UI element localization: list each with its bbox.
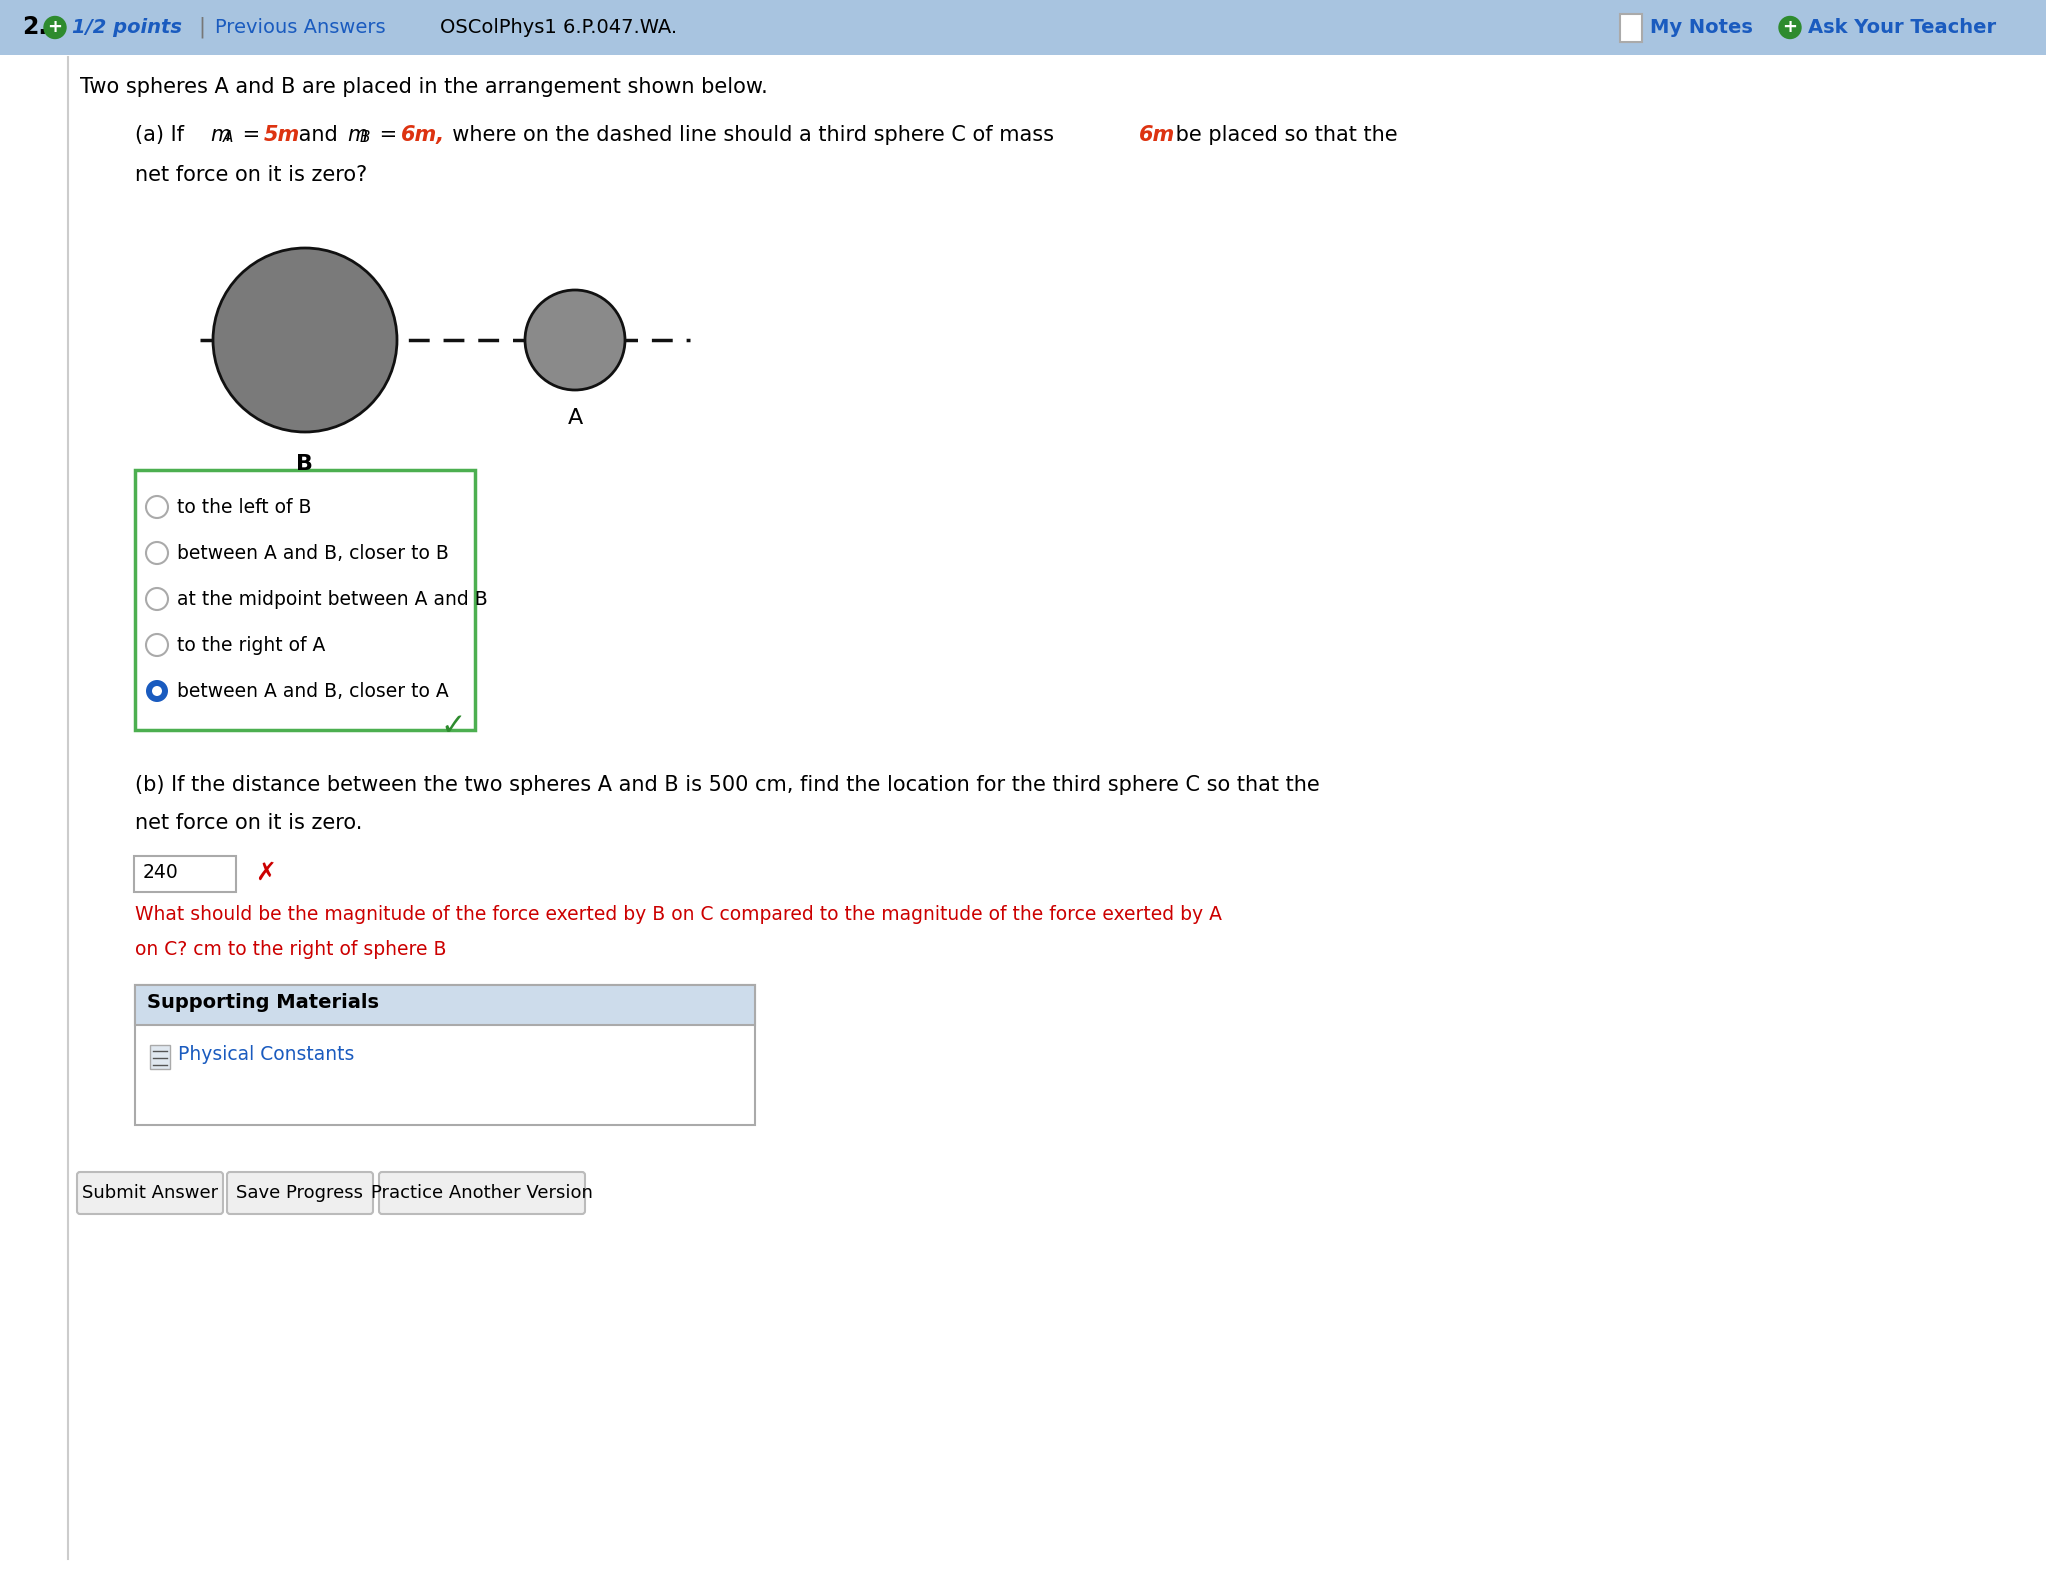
FancyBboxPatch shape xyxy=(227,1172,372,1214)
Text: Practice Another Version: Practice Another Version xyxy=(370,1185,593,1202)
Circle shape xyxy=(45,17,65,39)
Text: net force on it is zero?: net force on it is zero? xyxy=(135,165,366,185)
Text: +: + xyxy=(1782,19,1798,36)
Text: (b) If the distance between the two spheres A and B is 500 cm, find the location: (b) If the distance between the two sphe… xyxy=(135,775,1320,795)
Text: 240: 240 xyxy=(143,863,178,882)
FancyBboxPatch shape xyxy=(0,0,2046,55)
Text: between A and B, closer to A: between A and B, closer to A xyxy=(178,683,448,701)
Text: 2.: 2. xyxy=(23,16,47,39)
Text: ✗: ✗ xyxy=(256,861,276,885)
FancyBboxPatch shape xyxy=(1620,14,1643,41)
Text: =: = xyxy=(235,126,266,144)
FancyBboxPatch shape xyxy=(149,1045,170,1068)
Circle shape xyxy=(213,248,397,431)
Text: m: m xyxy=(211,126,231,144)
Text: m: m xyxy=(348,126,368,144)
Text: to the left of B: to the left of B xyxy=(178,497,311,518)
Text: Supporting Materials: Supporting Materials xyxy=(147,993,379,1012)
Text: to the right of A: to the right of A xyxy=(178,635,325,654)
Circle shape xyxy=(145,679,168,701)
Text: ✓: ✓ xyxy=(440,712,466,741)
Text: Ask Your Teacher: Ask Your Teacher xyxy=(1809,17,1997,38)
Text: =: = xyxy=(372,126,403,144)
Circle shape xyxy=(526,290,624,391)
Text: 6m,: 6m, xyxy=(401,126,446,144)
FancyBboxPatch shape xyxy=(135,985,755,1025)
Text: Submit Answer: Submit Answer xyxy=(82,1185,219,1202)
Text: Physical Constants: Physical Constants xyxy=(178,1045,354,1064)
Text: and: and xyxy=(293,126,344,144)
Text: where on the dashed line should a third sphere C of mass: where on the dashed line should a third … xyxy=(440,126,1060,144)
Text: 6m: 6m xyxy=(1140,126,1174,144)
Text: on C? cm to the right of sphere B: on C? cm to the right of sphere B xyxy=(135,940,446,959)
Text: My Notes: My Notes xyxy=(1649,17,1753,38)
FancyBboxPatch shape xyxy=(78,1172,223,1214)
FancyBboxPatch shape xyxy=(135,471,475,730)
Text: |: | xyxy=(198,17,205,38)
Text: Previous Answers: Previous Answers xyxy=(215,17,385,38)
Circle shape xyxy=(1780,17,1800,39)
Text: Two spheres A and B are placed in the arrangement shown below.: Two spheres A and B are placed in the ar… xyxy=(80,77,767,97)
Text: What should be the magnitude of the force exerted by B on C compared to the magn: What should be the magnitude of the forc… xyxy=(135,905,1221,924)
Text: +: + xyxy=(47,19,63,36)
Text: at the midpoint between A and B: at the midpoint between A and B xyxy=(178,590,487,609)
Text: OSColPhys1 6.P.047.WA.: OSColPhys1 6.P.047.WA. xyxy=(440,17,677,38)
Text: between A and B, closer to B: between A and B, closer to B xyxy=(178,544,448,563)
Text: net force on it is zero.: net force on it is zero. xyxy=(135,813,362,833)
FancyBboxPatch shape xyxy=(379,1172,585,1214)
Text: (a) If: (a) If xyxy=(135,126,190,144)
FancyBboxPatch shape xyxy=(135,985,755,1125)
Circle shape xyxy=(151,686,162,697)
Circle shape xyxy=(145,588,168,610)
FancyBboxPatch shape xyxy=(133,857,235,893)
Circle shape xyxy=(145,634,168,656)
Text: A: A xyxy=(567,408,583,428)
Text: Save Progress: Save Progress xyxy=(237,1185,364,1202)
Text: be placed so that the: be placed so that the xyxy=(1168,126,1397,144)
Text: A: A xyxy=(223,130,233,144)
Circle shape xyxy=(145,541,168,563)
Circle shape xyxy=(145,496,168,518)
Text: 5m: 5m xyxy=(264,126,301,144)
Text: B: B xyxy=(297,453,313,474)
Text: 1/2 points: 1/2 points xyxy=(72,17,182,38)
Text: B: B xyxy=(360,130,370,144)
